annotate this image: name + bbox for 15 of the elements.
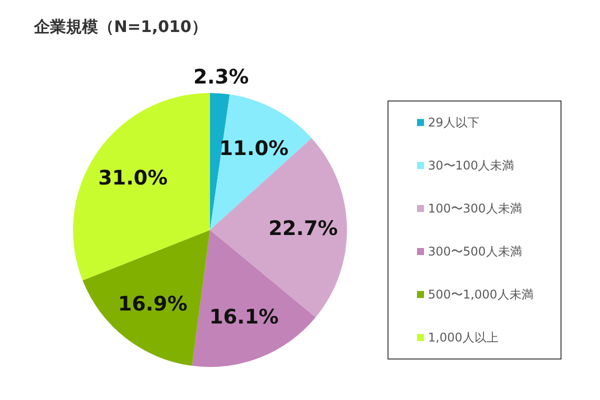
data-label: 22.7%: [268, 216, 338, 240]
chart-title: 企業規模（N=1,010）: [33, 17, 208, 36]
data-label: 16.1%: [209, 304, 279, 329]
legend-label: 30〜100人未満: [428, 158, 514, 172]
legend-label: 300〜500人未満: [428, 244, 522, 258]
pie-slice: [73, 93, 210, 280]
data-label: 16.9%: [118, 291, 188, 316]
legend-label: 29人以下: [428, 116, 480, 130]
legend-label: 500〜1,000人未満: [428, 288, 534, 302]
data-label: 31.0%: [98, 166, 168, 190]
data-label: 2.3%: [193, 64, 249, 88]
legend-label: 100〜300人未満: [428, 202, 522, 216]
legend-label: 1,000人以上: [428, 330, 498, 344]
pie-slice: [82, 230, 210, 366]
data-label: 11.0%: [219, 136, 289, 160]
